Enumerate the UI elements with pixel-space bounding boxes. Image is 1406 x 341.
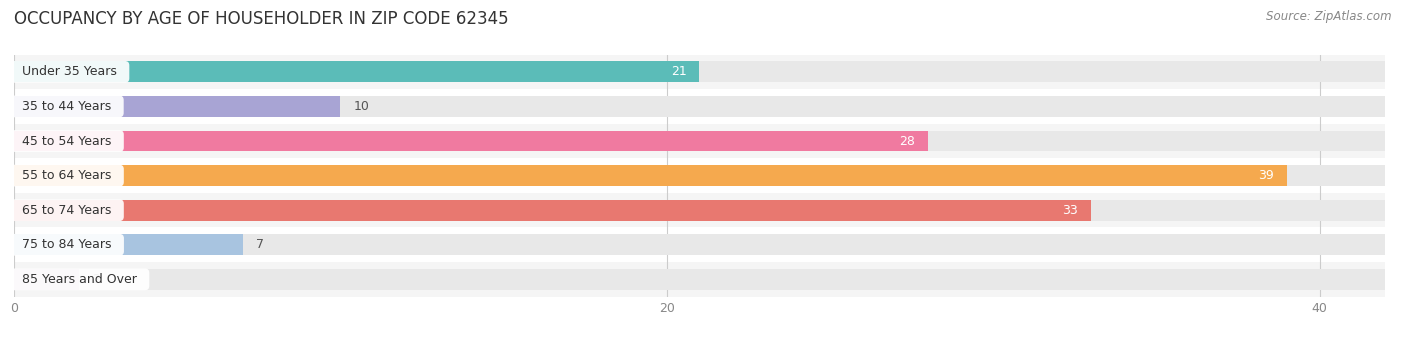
- Text: 28: 28: [898, 135, 915, 148]
- Bar: [14, 96, 340, 117]
- Bar: [14, 131, 928, 151]
- Bar: [14, 158, 1385, 193]
- Bar: [14, 61, 1385, 82]
- Bar: [14, 165, 1385, 186]
- Bar: [14, 200, 1385, 221]
- Text: 33: 33: [1063, 204, 1078, 217]
- Bar: [14, 193, 1385, 227]
- Text: 45 to 54 Years: 45 to 54 Years: [14, 135, 120, 148]
- Bar: [14, 96, 1385, 117]
- Text: Source: ZipAtlas.com: Source: ZipAtlas.com: [1267, 10, 1392, 23]
- Text: Under 35 Years: Under 35 Years: [14, 65, 125, 78]
- Text: 75 to 84 Years: 75 to 84 Years: [14, 238, 120, 251]
- Bar: [14, 234, 1385, 255]
- Bar: [14, 269, 79, 290]
- Text: 35 to 44 Years: 35 to 44 Years: [14, 100, 120, 113]
- Bar: [14, 227, 1385, 262]
- Text: OCCUPANCY BY AGE OF HOUSEHOLDER IN ZIP CODE 62345: OCCUPANCY BY AGE OF HOUSEHOLDER IN ZIP C…: [14, 10, 509, 28]
- Bar: [14, 165, 1286, 186]
- Bar: [14, 61, 699, 82]
- Bar: [14, 55, 1385, 89]
- Bar: [14, 131, 1385, 151]
- Text: 21: 21: [671, 65, 686, 78]
- Text: 2: 2: [93, 273, 100, 286]
- Bar: [14, 200, 1091, 221]
- Text: 10: 10: [353, 100, 370, 113]
- Text: 7: 7: [256, 238, 263, 251]
- Text: 39: 39: [1258, 169, 1274, 182]
- Bar: [14, 262, 1385, 297]
- Text: 85 Years and Over: 85 Years and Over: [14, 273, 145, 286]
- Bar: [14, 234, 243, 255]
- Bar: [14, 124, 1385, 158]
- Bar: [14, 269, 1385, 290]
- Text: 55 to 64 Years: 55 to 64 Years: [14, 169, 120, 182]
- Text: 65 to 74 Years: 65 to 74 Years: [14, 204, 120, 217]
- Bar: [14, 89, 1385, 124]
